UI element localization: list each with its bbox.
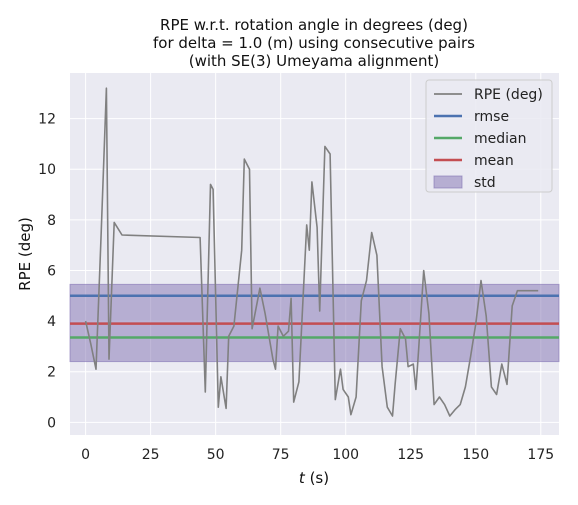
x-axis-label-unit: (s) bbox=[305, 469, 329, 487]
legend-label: std bbox=[474, 175, 496, 191]
x-axis-label: t (s) bbox=[299, 469, 329, 487]
x-tick-labels: 0 25 50 75 100 125 150 175 bbox=[81, 447, 554, 463]
y-axis-label: RPE (deg) bbox=[16, 217, 34, 291]
legend-label: median bbox=[474, 131, 526, 147]
legend-swatch-std bbox=[433, 175, 463, 189]
x-axis-label-italic: t bbox=[299, 469, 306, 487]
rpe-series-line bbox=[84, 87, 539, 417]
legend-frame bbox=[425, 79, 553, 193]
chart-title-line-3: (with SE(3) Umeyama alignment) bbox=[189, 52, 440, 70]
x-tick-label: 75 bbox=[272, 447, 290, 463]
x-tick-label: 150 bbox=[462, 447, 489, 463]
x-tick-label: 50 bbox=[207, 447, 225, 463]
x-tick-label: 100 bbox=[332, 447, 359, 463]
legend-label: rmse bbox=[474, 109, 509, 125]
y-tick-label: 12 bbox=[38, 112, 56, 128]
y-tick-labels: 0 2 4 6 8 10 12 bbox=[38, 112, 56, 432]
x-tick-label: 0 bbox=[81, 447, 90, 463]
chart-title-line-2: for delta = 1.0 (m) using consecutive pa… bbox=[153, 34, 475, 52]
y-tick-label: 4 bbox=[47, 314, 56, 330]
chart-title-line-1: RPE w.r.t. rotation angle in degrees (de… bbox=[160, 16, 468, 34]
x-tick-label: 25 bbox=[142, 447, 160, 463]
legend-label: mean bbox=[474, 153, 514, 169]
legend-label: RPE (deg) bbox=[474, 87, 543, 103]
y-tick-label: 8 bbox=[47, 213, 56, 229]
x-tick-label: 125 bbox=[397, 447, 424, 463]
legend: RPE (deg) rmse median mean std bbox=[425, 79, 553, 193]
y-tick-label: 0 bbox=[47, 415, 56, 431]
stat-lines-layer bbox=[70, 294, 559, 339]
y-tick-label: 2 bbox=[47, 365, 56, 381]
series-layer bbox=[84, 87, 539, 417]
y-tick-label: 6 bbox=[47, 263, 56, 279]
x-tick-label: 175 bbox=[527, 447, 554, 463]
y-tick-label: 10 bbox=[38, 162, 56, 178]
